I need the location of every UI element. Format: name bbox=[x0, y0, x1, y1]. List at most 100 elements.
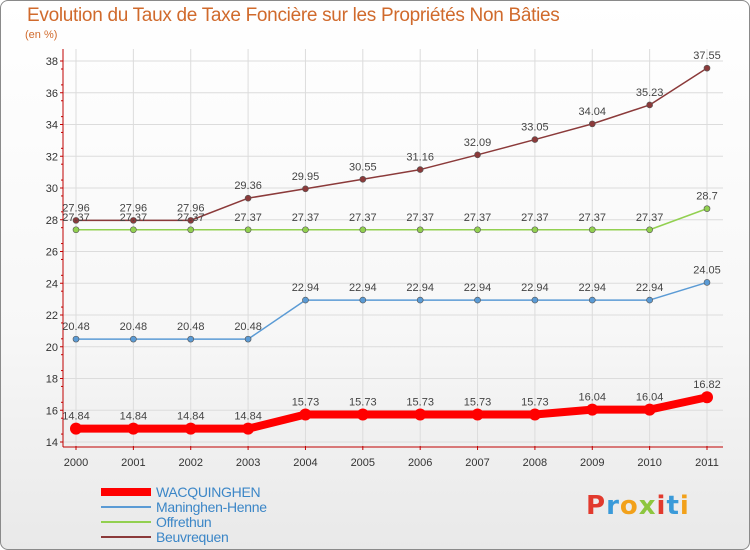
data-label-2: 27.37 bbox=[349, 212, 377, 224]
data-label-2: 27.37 bbox=[120, 212, 148, 224]
series-point-0 bbox=[528, 408, 541, 421]
x-tick-label: 2011 bbox=[695, 457, 719, 469]
series-point-3 bbox=[588, 120, 596, 128]
data-label-3: 31.16 bbox=[406, 152, 434, 164]
legend-label: Offrethun bbox=[156, 513, 212, 530]
data-label-1: 22.94 bbox=[292, 282, 320, 294]
y-tick-label: 36 bbox=[46, 88, 58, 100]
data-label-0: 16.82 bbox=[693, 379, 721, 391]
data-label-1: 22.94 bbox=[636, 282, 664, 294]
logo-letter: i bbox=[679, 491, 690, 521]
data-label-1: 20.48 bbox=[234, 321, 262, 333]
series-point-0 bbox=[471, 408, 484, 421]
data-label-0: 15.73 bbox=[349, 397, 377, 409]
data-label-2: 27.37 bbox=[464, 212, 492, 224]
data-label-0: 15.73 bbox=[464, 397, 492, 409]
y-tick-label: 20 bbox=[46, 342, 58, 354]
y-tick-label: 18 bbox=[46, 374, 58, 386]
y-tick-label: 22 bbox=[46, 310, 58, 322]
data-label-0: 14.84 bbox=[177, 411, 205, 423]
series-line-2 bbox=[76, 207, 708, 231]
data-label-1: 20.48 bbox=[177, 321, 205, 333]
data-label-2: 27.37 bbox=[292, 212, 320, 224]
series-point-1 bbox=[703, 279, 711, 286]
data-label-3: 37.55 bbox=[693, 50, 721, 62]
series-point-2 bbox=[244, 226, 252, 234]
data-label-2: 27.37 bbox=[234, 212, 262, 224]
logo-letter: o bbox=[619, 491, 639, 521]
data-label-1: 22.94 bbox=[406, 282, 434, 294]
data-label-0: 16.04 bbox=[579, 392, 607, 404]
legend-item: Maninghen-Henne bbox=[101, 498, 267, 515]
series-point-3 bbox=[474, 151, 481, 159]
logo-letter: r bbox=[606, 491, 620, 521]
series-point-2 bbox=[187, 226, 195, 234]
series-point-2 bbox=[474, 226, 481, 234]
y-tick-label: 14 bbox=[46, 437, 58, 449]
series-point-1 bbox=[531, 296, 539, 304]
data-label-3: 32.09 bbox=[464, 137, 492, 149]
data-label-3: 29.95 bbox=[292, 171, 320, 183]
series-point-1 bbox=[244, 335, 252, 343]
data-label-0: 14.84 bbox=[120, 411, 148, 423]
series-point-0 bbox=[643, 403, 656, 416]
series-point-3 bbox=[72, 217, 80, 224]
series-point-0 bbox=[242, 422, 255, 435]
logo-letter: x bbox=[638, 491, 657, 521]
legend-item: Offrethun bbox=[101, 513, 267, 530]
x-tick-label: 2001 bbox=[121, 457, 145, 469]
data-label-0: 15.73 bbox=[406, 397, 434, 409]
x-tick-label: 2002 bbox=[178, 457, 202, 469]
x-tick-label: 2009 bbox=[580, 457, 604, 469]
series-point-0 bbox=[70, 422, 82, 435]
y-tick-label: 24 bbox=[46, 278, 58, 290]
x-tick-label: 2000 bbox=[64, 457, 88, 469]
series-point-3 bbox=[531, 136, 539, 143]
series-point-3 bbox=[130, 217, 137, 224]
series-point-3 bbox=[703, 64, 711, 72]
x-tick-label: 2007 bbox=[465, 457, 489, 469]
data-label-3: 29.36 bbox=[234, 180, 262, 192]
series-point-3 bbox=[187, 217, 195, 224]
data-label-1: 22.94 bbox=[521, 282, 549, 294]
chart-title: Evolution du Taux de Taxe Foncière sur l… bbox=[27, 5, 560, 26]
data-label-1: 20.48 bbox=[120, 321, 148, 333]
data-label-0: 15.73 bbox=[292, 397, 320, 409]
y-tick-label: 32 bbox=[46, 151, 58, 163]
logo-letter: t bbox=[666, 491, 680, 521]
legend-item: Beuvrequen bbox=[101, 528, 267, 545]
legend-label: Beuvrequen bbox=[156, 528, 229, 545]
y-tick-label: 38 bbox=[46, 56, 58, 68]
series-point-1 bbox=[474, 296, 481, 304]
series-point-0 bbox=[701, 391, 713, 404]
series-point-1 bbox=[588, 296, 596, 304]
data-label-2: 27.37 bbox=[521, 212, 549, 224]
series-point-2 bbox=[588, 226, 596, 234]
data-label-3: 27.96 bbox=[62, 202, 90, 214]
y-tick-label: 34 bbox=[46, 120, 58, 132]
series-point-3 bbox=[244, 194, 252, 202]
legend-swatch bbox=[101, 487, 151, 496]
series-point-0 bbox=[586, 403, 599, 416]
x-tick-label: 2006 bbox=[408, 457, 432, 469]
series-line-0 bbox=[76, 393, 708, 433]
legend-swatch bbox=[101, 520, 151, 523]
series-point-0 bbox=[414, 408, 427, 421]
series-point-0 bbox=[184, 422, 197, 435]
series-point-2 bbox=[359, 226, 367, 234]
legend-label: Maninghen-Henne bbox=[156, 498, 267, 515]
chart-legend: WACQUINGHEN Maninghen-Henne Offrethun Beuvr… bbox=[101, 483, 267, 545]
data-label-3: 30.55 bbox=[349, 161, 377, 173]
legend-label: WACQUINGHEN bbox=[156, 483, 261, 500]
data-label-0: 15.73 bbox=[521, 397, 549, 409]
legend-swatch bbox=[101, 505, 151, 508]
series-point-2 bbox=[130, 226, 137, 234]
data-label-1: 22.94 bbox=[579, 282, 607, 294]
series-point-1 bbox=[72, 335, 80, 343]
series-point-3 bbox=[359, 175, 367, 183]
data-label-0: 16.04 bbox=[636, 392, 664, 404]
series-point-1 bbox=[646, 296, 653, 304]
series-point-2 bbox=[531, 226, 539, 234]
series-point-3 bbox=[416, 166, 424, 173]
